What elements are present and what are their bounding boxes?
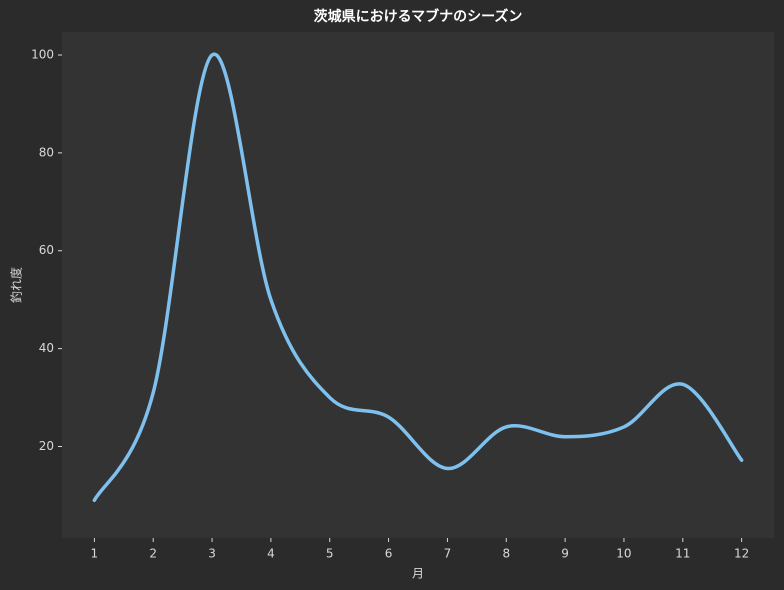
x-tick-label: 12 xyxy=(734,547,749,561)
chart-title: 茨城県におけるマブナのシーズン xyxy=(314,8,523,25)
x-tick-label: 3 xyxy=(208,547,216,561)
line xyxy=(92,52,744,503)
x-axis-label: 月 xyxy=(412,567,424,581)
x-tick-label: 4 xyxy=(267,547,275,561)
y-tick-label: 20 xyxy=(39,439,54,453)
y-tick-label: 80 xyxy=(39,145,54,159)
x-tick-label: 11 xyxy=(675,547,690,561)
x-tick-label: 8 xyxy=(502,547,510,561)
y-tick-label: 100 xyxy=(31,48,54,62)
x-tick-label: 10 xyxy=(616,547,631,561)
x-tick-label: 7 xyxy=(444,547,452,561)
y-tick-label: 40 xyxy=(39,341,54,355)
plot-area xyxy=(62,32,774,538)
y-tick-label: 60 xyxy=(39,243,54,257)
x-tick-label: 9 xyxy=(561,547,569,561)
x-tick-label: 1 xyxy=(91,547,99,561)
y-axis-label: 釣れ度 xyxy=(9,267,24,303)
x-tick-label: 5 xyxy=(326,547,334,561)
x-tick-label: 6 xyxy=(385,547,393,561)
x-tick-label: 2 xyxy=(149,547,157,561)
